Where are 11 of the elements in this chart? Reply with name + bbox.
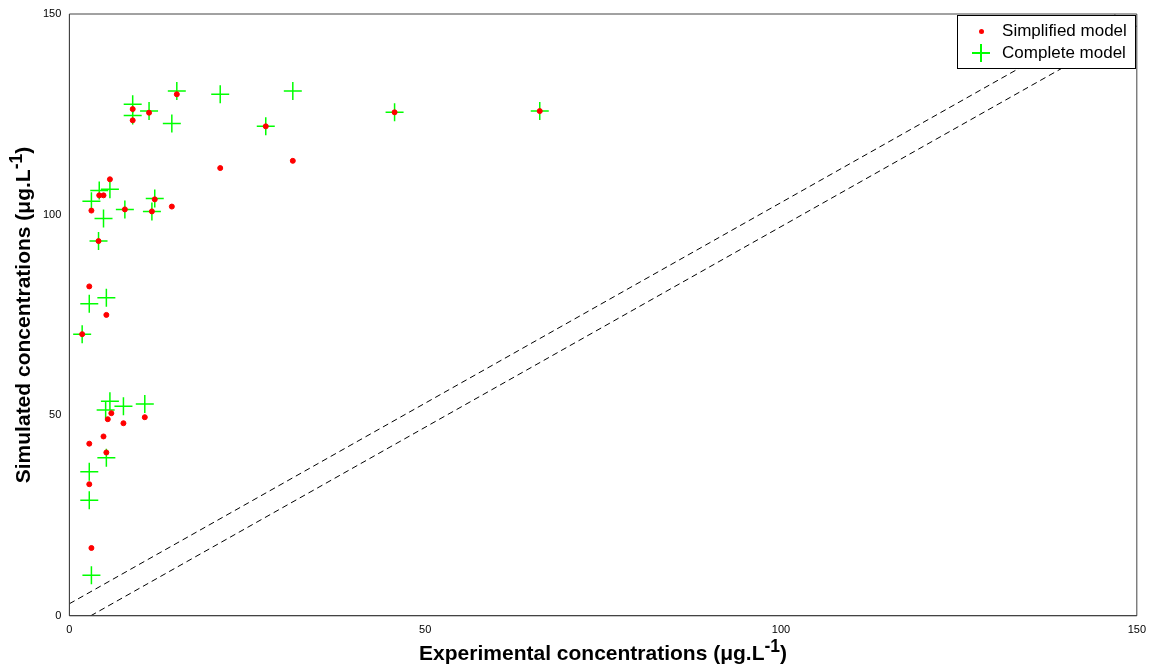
y-tick-label: 100 — [42, 207, 62, 220]
x-tick-label: 0 — [66, 623, 73, 636]
x-tick-label: 50 — [419, 623, 432, 636]
legend-label: Simplified model — [1002, 21, 1127, 41]
legend-label: Complete model — [1002, 43, 1126, 63]
x-tick-label: 150 — [1127, 623, 1146, 636]
y-tick-label: 150 — [42, 7, 62, 20]
y-tick-label: 0 — [55, 608, 62, 621]
y-tick-label: 50 — [49, 408, 62, 421]
x-axis-title: Experimental concentrations (μg.L$^{-1}$) — [418, 636, 789, 665]
x-tick-label: 100 — [771, 623, 791, 636]
